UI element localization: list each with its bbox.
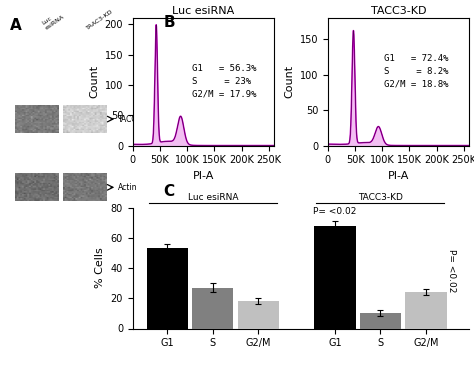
Text: TACC3-KD: TACC3-KD [358,192,403,201]
Text: A: A [9,18,21,33]
Text: Luc esiRNA: Luc esiRNA [188,192,238,201]
Y-axis label: Count: Count [89,65,99,99]
X-axis label: PI-A: PI-A [193,171,214,181]
Text: B: B [164,15,175,30]
X-axis label: PI-A: PI-A [388,171,409,181]
Bar [405,292,447,328]
Text: P= <0.02: P= <0.02 [447,249,456,293]
Text: P= <0.02: P= <0.02 [313,207,356,216]
Bar [360,314,401,328]
Text: TACC3: TACC3 [118,115,143,124]
Text: TAAC3-KD: TAAC3-KD [86,8,114,31]
Text: Actin: Actin [118,183,138,192]
Bar [237,301,279,328]
Title: Luc esiRNA: Luc esiRNA [173,6,235,16]
Text: S     = 23%: S = 23% [192,77,251,86]
Text: G2/M = 17.9%: G2/M = 17.9% [192,89,257,99]
Text: C: C [164,184,174,199]
Bar [192,288,234,328]
Text: Luc
esiRNA: Luc esiRNA [41,9,65,31]
Text: G1   = 72.4%: G1 = 72.4% [384,54,449,63]
Y-axis label: % Cells: % Cells [95,248,105,288]
Y-axis label: Count: Count [284,65,294,99]
Title: TACC3-KD: TACC3-KD [371,6,426,16]
Text: S     = 8.2%: S = 8.2% [384,67,449,76]
Bar [146,249,188,328]
Text: G1   = 56.3%: G1 = 56.3% [192,64,257,73]
Text: G2/M = 18.8%: G2/M = 18.8% [384,79,449,88]
Bar [314,226,356,328]
